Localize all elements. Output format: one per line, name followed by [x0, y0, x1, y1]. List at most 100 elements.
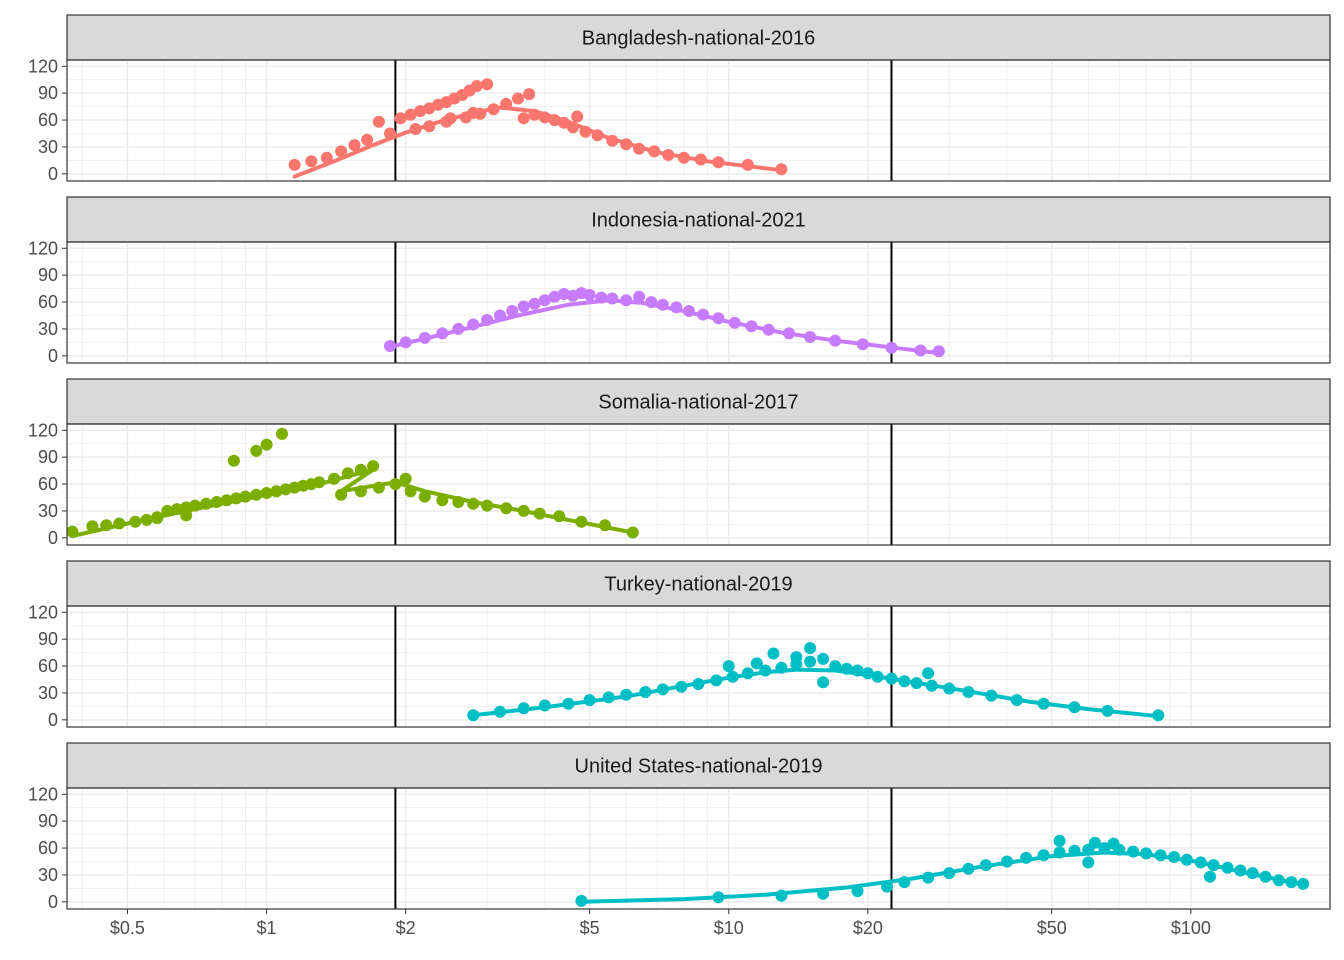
- data-point: [962, 686, 975, 698]
- data-point: [418, 331, 431, 344]
- data-point: [279, 483, 292, 496]
- facet-strip-label: Bangladesh-national-2016: [582, 28, 816, 50]
- y-tick-label: 60: [38, 656, 58, 676]
- data-point: [922, 871, 935, 884]
- data-layer: [467, 642, 1165, 722]
- y-tick-label: 60: [38, 838, 58, 858]
- data-point: [372, 115, 385, 128]
- data-point: [741, 667, 754, 680]
- data-point: [579, 125, 592, 138]
- data-point: [517, 504, 530, 517]
- data-point: [220, 494, 233, 507]
- y-tick-label: 0: [48, 892, 58, 912]
- data-point: [481, 499, 494, 512]
- data-point: [922, 667, 935, 680]
- data-point: [606, 292, 619, 305]
- data-point: [620, 138, 633, 151]
- facet-strip-label: Indonesia-national-2021: [591, 210, 806, 232]
- data-point: [962, 862, 975, 875]
- data-point: [210, 496, 223, 508]
- data-point: [1068, 844, 1081, 857]
- data-point: [517, 702, 530, 715]
- data-point: [500, 502, 513, 515]
- data-point: [645, 296, 658, 309]
- data-point: [1259, 870, 1272, 883]
- data-point: [384, 127, 396, 140]
- data-point: [606, 134, 619, 147]
- data-point: [1180, 853, 1193, 866]
- data-point: [500, 97, 513, 110]
- data-point: [1101, 704, 1114, 717]
- data-point: [759, 664, 772, 677]
- data-point: [239, 490, 252, 503]
- data-point: [517, 300, 530, 313]
- data-point: [804, 331, 817, 343]
- data-point: [829, 334, 842, 347]
- data-point: [335, 488, 348, 501]
- data-point: [452, 496, 465, 508]
- data-point: [161, 504, 174, 517]
- data-point: [775, 661, 788, 674]
- data-point: [881, 880, 893, 893]
- data-point: [1082, 856, 1095, 869]
- x-tick-label: $50: [1037, 918, 1067, 938]
- data-point: [694, 153, 707, 166]
- y-tick-label: 30: [38, 137, 58, 157]
- data-point: [566, 121, 579, 134]
- facet-strip-label: United States-national-2019: [575, 756, 823, 778]
- data-point: [804, 655, 817, 668]
- data-point: [151, 511, 164, 524]
- data-point: [260, 487, 273, 499]
- data-point: [1285, 876, 1298, 889]
- data-point: [851, 664, 864, 677]
- data-point: [979, 859, 992, 872]
- data-point: [1107, 837, 1120, 850]
- data-point: [677, 151, 690, 164]
- data-point: [523, 88, 536, 101]
- data-point: [840, 662, 853, 675]
- data-point: [726, 670, 739, 683]
- data-point: [767, 647, 780, 660]
- data-point: [745, 320, 758, 333]
- data-point: [712, 312, 725, 325]
- y-tick-label: 90: [38, 447, 58, 467]
- data-point: [599, 519, 611, 532]
- data-point: [113, 517, 126, 530]
- y-tick-label: 0: [48, 710, 58, 730]
- data-point: [775, 889, 788, 902]
- facet-panel: Turkey-national-2019 0 30 60 90 120: [28, 560, 1331, 730]
- data-point: [348, 139, 361, 152]
- data-point: [553, 510, 566, 523]
- data-point: [1272, 874, 1285, 887]
- y-tick-label: 30: [38, 319, 58, 339]
- data-point: [914, 344, 927, 357]
- data-point: [409, 123, 422, 135]
- y-tick-label: 90: [38, 629, 58, 649]
- facet-panel: Somalia-national-2017 0 30 60 90 120: [28, 378, 1331, 548]
- data-point: [494, 705, 506, 718]
- data-point: [871, 670, 884, 683]
- data-point: [260, 438, 273, 451]
- data-point: [1001, 855, 1013, 868]
- data-point: [804, 642, 817, 655]
- data-point: [656, 298, 669, 311]
- data-point: [389, 478, 402, 491]
- y-tick-label: 120: [28, 56, 58, 76]
- data-point: [270, 485, 283, 498]
- data-point: [712, 891, 725, 904]
- data-point: [335, 145, 348, 158]
- data-point: [1088, 836, 1101, 849]
- data-point: [1140, 847, 1153, 860]
- data-point: [538, 699, 551, 712]
- data-point: [230, 492, 243, 505]
- y-tick-label: 90: [38, 265, 58, 285]
- data-point: [1010, 694, 1023, 707]
- data-point: [200, 497, 213, 510]
- data-point: [639, 686, 652, 698]
- data-point: [512, 92, 524, 105]
- data-point: [762, 323, 775, 336]
- data-point: [250, 444, 263, 457]
- data-point: [675, 680, 688, 693]
- data-point: [414, 105, 427, 118]
- data-point: [444, 112, 457, 125]
